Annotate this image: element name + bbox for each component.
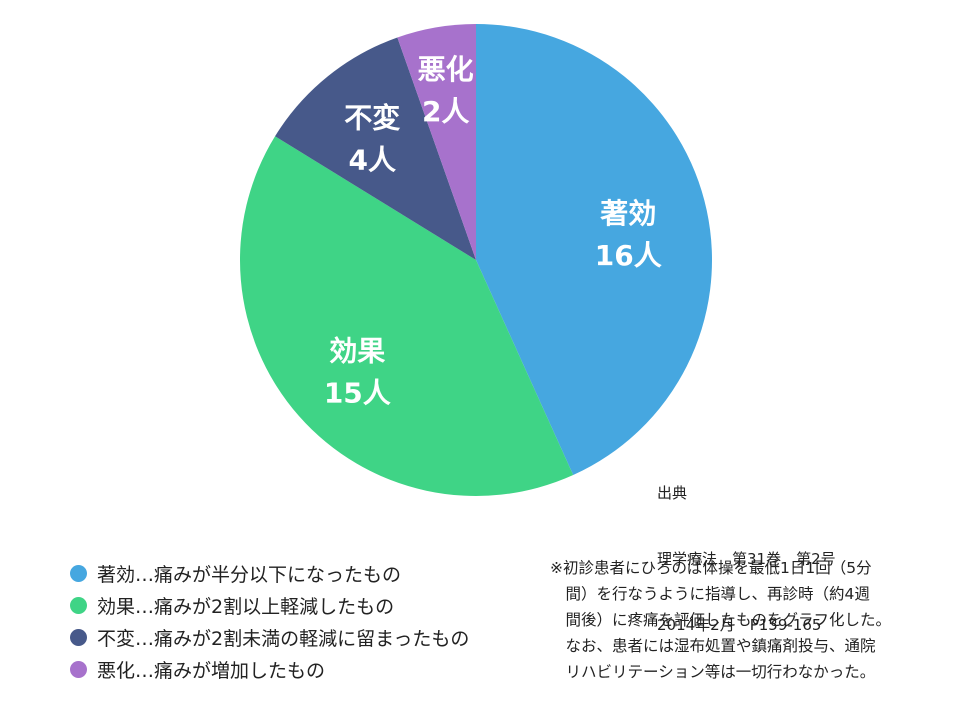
legend-label: 悪化…痛みが増加したもの (97, 659, 326, 682)
slice-value-label: 4人 (348, 143, 395, 176)
legend-label: 不変…痛みが2割未満の軽減に留まったもの (97, 627, 470, 650)
slice-category-label: 不変 (344, 101, 400, 134)
legend-dot-icon (70, 596, 87, 614)
legend-dot-icon (70, 660, 87, 678)
slice-category-label: 効果 (329, 334, 385, 367)
legend-label: 著効…痛みが半分以下になったもの (97, 563, 402, 586)
note-line: ※初診患者にひろのば体操を最低1日1回（5分 (550, 559, 872, 577)
legend: 著効…痛みが半分以下になったもの 効果…痛みが2割以上軽減したもの 不変…痛みが… (70, 557, 540, 685)
legend-dot-icon (70, 564, 87, 582)
note-line: リハビリテーション等は一切行わなかった。 (550, 663, 876, 681)
source-line: 2014年2月 P159-165 (657, 616, 822, 634)
legend-item: 悪化…痛みが増加したもの (70, 653, 540, 685)
source-citation: 出典 理学療法 第31巻 第2号 2014年2月 P159-165 (657, 438, 836, 658)
slice-value-label: 16人 (595, 239, 662, 272)
method-note: ※初診患者にひろのば体操を最低1日1回（5分 間）を行なうように指導し、再診時（… (550, 555, 940, 685)
legend-item: 著効…痛みが半分以下になったもの (70, 557, 540, 589)
note-line: 間後）に疼痛を評価したものをグラフ化した。 (550, 611, 892, 629)
note-line: 間）を行なうように指導し、再診時（約4週 (550, 585, 870, 603)
pie-slice (397, 24, 476, 260)
source-line: 出典 (657, 484, 688, 502)
legend-item: 不変…痛みが2割未満の軽減に留まったもの (70, 621, 540, 653)
pie-slice (240, 136, 574, 496)
legend-label: 効果…痛みが2割以上軽減したもの (97, 595, 395, 618)
pie-slice (275, 37, 476, 260)
legend-dot-icon (70, 628, 87, 646)
slice-category-label: 著効 (599, 197, 656, 230)
slice-value-label: 15人 (324, 376, 391, 409)
note-line: なお、患者には湿布処置や鎮痛剤投与、通院 (550, 637, 876, 655)
slice-value-label: 2人 (422, 95, 469, 128)
source-line: 理学療法 第31巻 第2号 (657, 550, 836, 568)
pie-slice (476, 24, 713, 476)
legend-item: 効果…痛みが2割以上軽減したもの (70, 589, 540, 621)
slice-category-label: 悪化 (418, 53, 474, 86)
